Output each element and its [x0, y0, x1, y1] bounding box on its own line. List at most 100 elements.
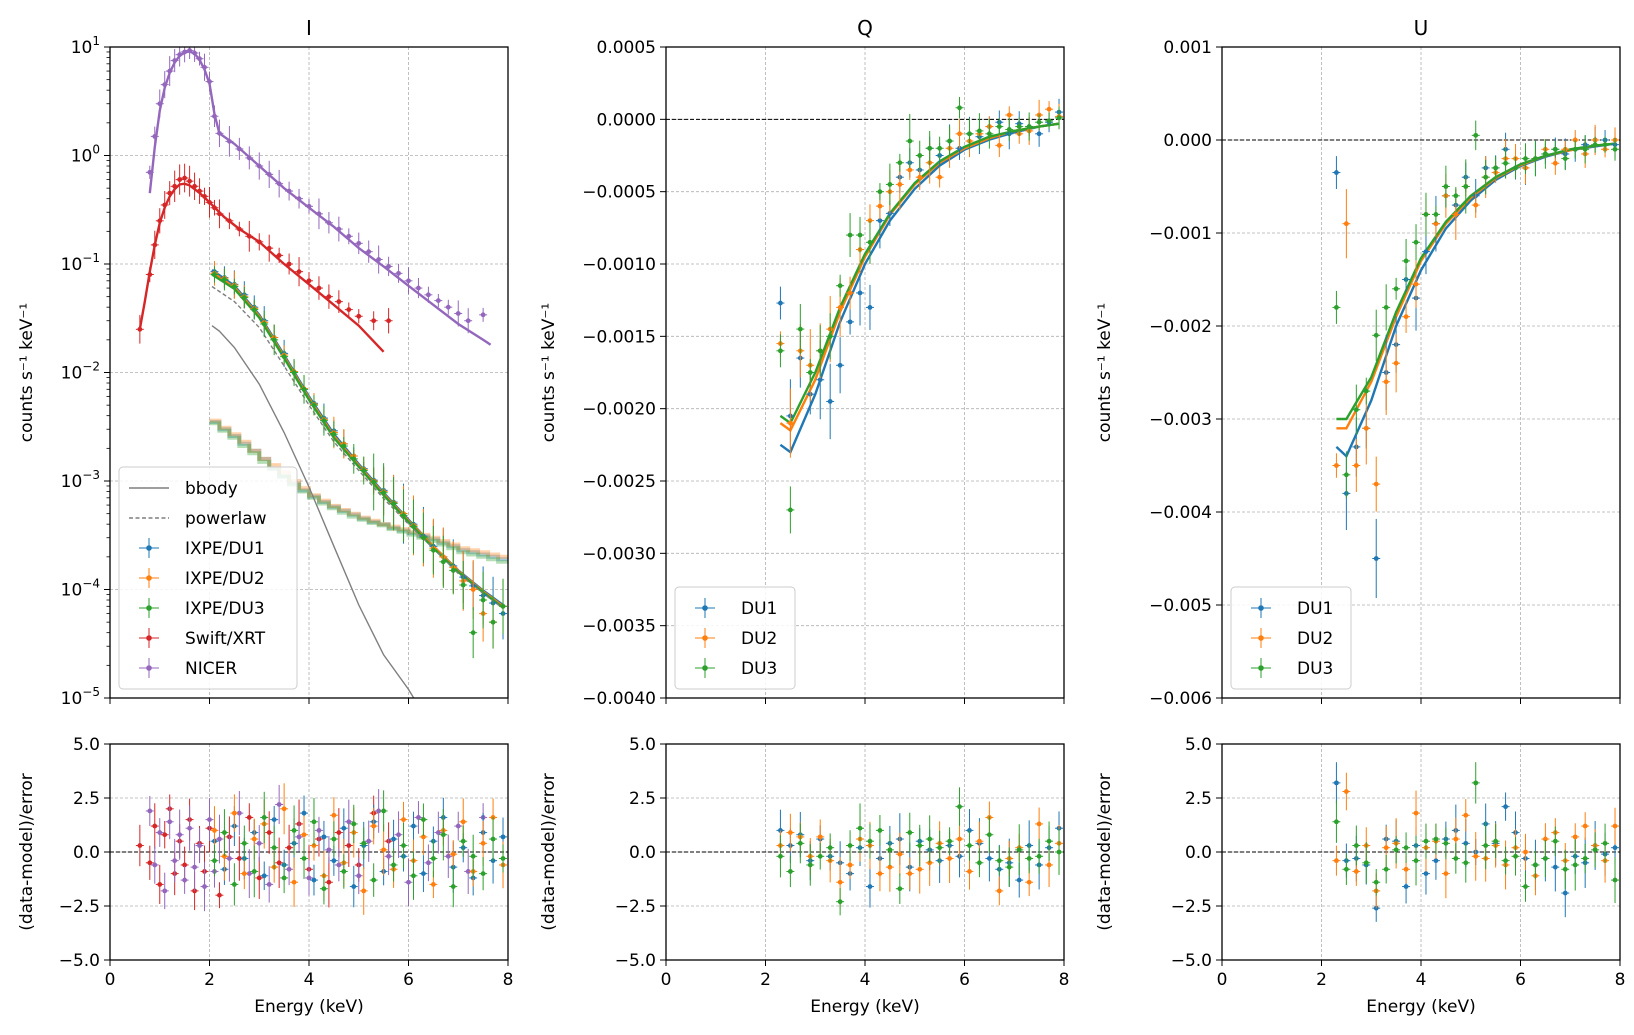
legend-item: DU3 [1251, 658, 1333, 679]
data-point [867, 838, 873, 844]
panel-I-resid: 0 2 4 6 8 5.0 2.5 0.0 −2.5 −5.0 Energy (keV) (data-… [17, 735, 513, 1017]
data-point [351, 884, 357, 889]
data-point [1463, 184, 1469, 189]
data-point [957, 105, 962, 111]
data-point [1443, 840, 1449, 846]
x-tick-label: 0 [1217, 970, 1228, 990]
data-point [147, 808, 153, 814]
data-point [470, 853, 476, 859]
y-axis: 5.0 2.5 0.0 −2.5 −5.0 [615, 735, 666, 971]
data-point [445, 853, 451, 859]
data-point [1006, 864, 1012, 870]
data-point [1393, 847, 1399, 853]
data-point [177, 832, 183, 838]
data-point [217, 130, 222, 136]
data-point [197, 843, 202, 848]
data-point [1513, 853, 1518, 859]
data-point [1353, 869, 1359, 874]
data-point [361, 468, 367, 473]
data-point [386, 264, 391, 269]
data-point [217, 836, 222, 842]
y-tick-label: −0.0005 [582, 183, 656, 203]
data-point [1036, 119, 1042, 125]
data-point [857, 232, 863, 238]
data-point [1463, 860, 1469, 866]
data-point [1383, 845, 1389, 851]
y-axis-label: counts s⁻¹ keV⁻¹ [539, 303, 559, 442]
data-point [927, 836, 933, 842]
data-point [1473, 853, 1479, 859]
data-point [311, 843, 317, 848]
series-du3 [1332, 762, 1620, 904]
data-point [1542, 856, 1548, 861]
x-tick-label: 6 [1515, 970, 1526, 990]
data-point [401, 843, 406, 848]
data-point [480, 312, 486, 318]
data-point [426, 292, 431, 298]
data-point [222, 830, 227, 835]
data-point [847, 862, 853, 868]
data-point [1403, 845, 1409, 851]
data-point [281, 875, 287, 881]
data-point [137, 843, 143, 848]
data-point [1433, 221, 1439, 227]
data-point [996, 888, 1002, 894]
data-point [1363, 388, 1369, 394]
data-point [147, 272, 153, 277]
series-swift-xrt [135, 163, 393, 344]
data-point [1036, 821, 1042, 827]
data-point [301, 386, 307, 392]
data-point [157, 101, 163, 107]
data-point [1046, 838, 1052, 844]
data-point [917, 153, 923, 158]
model-line [211, 325, 415, 698]
data-point [236, 226, 242, 232]
data-point [490, 836, 496, 842]
x-tick-label: 4 [860, 970, 871, 990]
data-point [1513, 165, 1518, 171]
data-point [167, 190, 173, 196]
legend-label: IXPE/DU2 [185, 569, 265, 589]
data-point [977, 838, 982, 844]
data-point [847, 232, 853, 238]
data-point [301, 832, 307, 838]
data-point [817, 348, 823, 354]
legend-label: Swift/XRT [185, 629, 266, 649]
data-point [271, 817, 277, 822]
y-tick-label: 100 [71, 143, 100, 167]
data-point [401, 817, 406, 822]
data-point [1523, 156, 1528, 162]
data-point [212, 113, 217, 119]
data-point [321, 834, 327, 840]
data-point [306, 278, 312, 284]
legend-swatch [1258, 665, 1264, 671]
x-axis [1221, 698, 1621, 704]
data-point [1533, 156, 1538, 162]
data-point [877, 218, 883, 224]
x-axis [665, 698, 1065, 704]
data-point [1503, 804, 1508, 810]
data-point [192, 864, 197, 870]
data-point [266, 830, 272, 835]
data-point [1403, 314, 1409, 320]
data-point [326, 847, 332, 853]
data-point [336, 830, 342, 835]
data-point [1572, 834, 1578, 840]
data-point [241, 840, 247, 846]
data-point [937, 845, 943, 851]
legend-label: bbody [185, 479, 238, 499]
data-point [1602, 142, 1608, 148]
legend-item: NICER [139, 658, 237, 679]
y-tick-label: 5.0 [629, 735, 656, 755]
data-point [1413, 810, 1419, 816]
data-point [827, 845, 833, 851]
data-point [947, 856, 952, 861]
y-tick-label: −0.0035 [582, 617, 656, 637]
data-point [1612, 877, 1618, 883]
data-point [162, 832, 168, 838]
data-point [927, 860, 933, 866]
data-point [907, 167, 913, 173]
series-ixpe-du3 [210, 266, 508, 659]
data-point [421, 871, 426, 876]
data-point [296, 834, 302, 840]
